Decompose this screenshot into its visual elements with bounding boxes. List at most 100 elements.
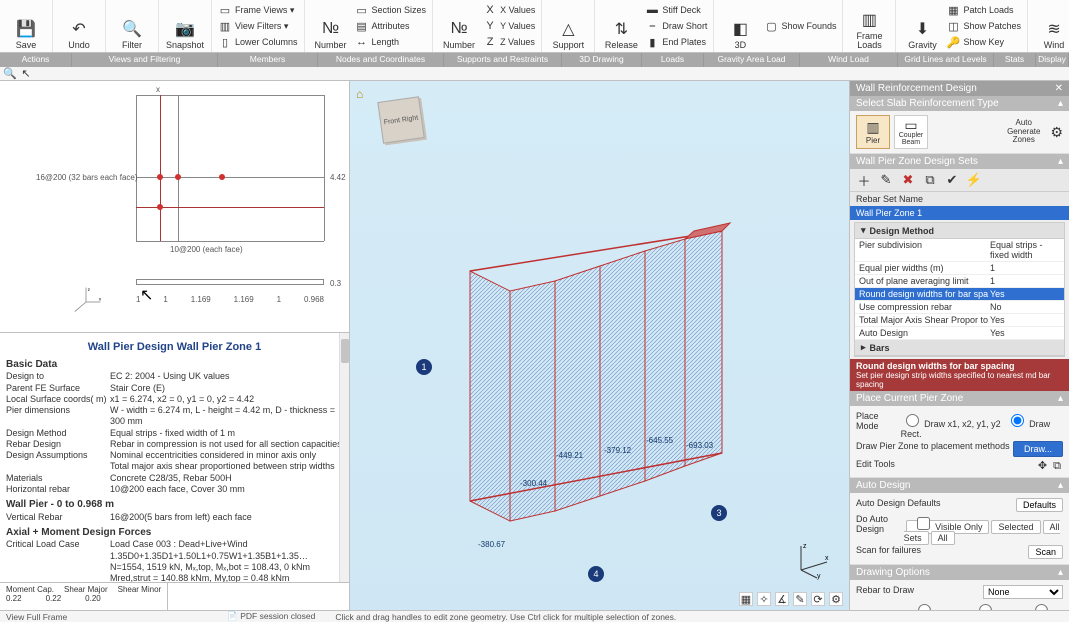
snapshot-button[interactable]: 📷Snapshot	[163, 2, 207, 50]
filter-all[interactable]: All	[1030, 609, 1063, 610]
collapse5-icon[interactable]: ▴	[1058, 567, 1063, 578]
design-prop-row[interactable]: Auto DesignYes	[855, 327, 1064, 340]
ribtab-loads[interactable]: Loads	[642, 53, 704, 67]
release-button[interactable]: ⇅Release	[599, 2, 643, 50]
attributes-button[interactable]: ▤Attributes	[355, 19, 427, 34]
number-button[interactable]: №Number	[309, 2, 353, 50]
dim-bot-label: 10@200 (each face)	[170, 245, 243, 254]
ribtab-gravity-area-load[interactable]: Gravity Area Load	[704, 53, 800, 67]
copy-tool-icon[interactable]: ⧉	[1051, 460, 1063, 472]
edit-tool-icon[interactable]: ✎	[793, 592, 807, 606]
snap-tool-icon[interactable]: ✧	[757, 592, 771, 606]
add-icon[interactable]: ＋	[856, 172, 872, 188]
bolt-icon[interactable]: ⚡	[966, 172, 982, 188]
design-report: Wall Pier Design Wall Pier Zone 1 Basic …	[0, 333, 349, 582]
defaults-button[interactable]: Defaults	[1016, 498, 1063, 512]
x-values-button[interactable]: XX Values	[483, 3, 535, 18]
lower-columns-button[interactable]: ▯Lower Columns	[218, 35, 298, 50]
collapse2-icon[interactable]: ▴	[1058, 156, 1063, 167]
zoom-fit-icon[interactable]: 🔍	[4, 68, 16, 80]
check-icon[interactable]: ✔	[944, 172, 960, 188]
design-prop-row[interactable]: Equal pier widths (m)1	[855, 262, 1064, 275]
report-scrollbar[interactable]	[339, 333, 349, 582]
z-values-button[interactable]: ZZ Values	[483, 35, 535, 50]
show-patches-button[interactable]: ◫Show Patches	[946, 19, 1021, 34]
grid-tool-icon[interactable]: ▦	[739, 592, 753, 606]
autodesign-selected[interactable]: Selected	[991, 520, 1040, 534]
mini-axis-icon: x z	[70, 286, 102, 318]
ribtab-display[interactable]: Display	[1036, 53, 1069, 67]
show-founds-button[interactable]: ▢Show Founds	[764, 19, 836, 34]
round-widths-hint: Round design widths for bar spacing Set …	[850, 359, 1069, 391]
rebar-draw-select[interactable]: None	[983, 585, 1063, 599]
svg-text:z: z	[803, 543, 807, 550]
reset-tool-icon[interactable]: ⟳	[811, 592, 825, 606]
quick-toolbar: 🔍 ↖	[0, 67, 1069, 81]
mode-coupler[interactable]: ▭Coupler Beam	[894, 115, 928, 149]
length-button[interactable]: ↔Length	[355, 35, 427, 50]
report-row: Vertical Rebar16@200(5 bars from left) e…	[6, 512, 343, 523]
draw-short-button[interactable]: ⎯Draw Short	[645, 19, 707, 34]
section-sizes-button[interactable]: ▭Section Sizes	[355, 3, 427, 18]
settings-tool-icon[interactable]: ⚙	[829, 592, 843, 606]
save-button[interactable]: 💾Save	[4, 2, 48, 50]
edit-icon[interactable]: ✎	[878, 172, 894, 188]
filter-button[interactable]: 🔍Filter	[110, 2, 154, 50]
panel-close-icon[interactable]: ✕	[1055, 83, 1063, 94]
ribtab-views-and-filtering[interactable]: Views and Filtering	[72, 53, 218, 67]
mode-pier[interactable]: ▥Pier	[856, 115, 890, 149]
node-3[interactable]: 3	[711, 505, 727, 521]
design-prop-row[interactable]: Round design widths for bar spaYes	[855, 288, 1064, 301]
collapse-icon[interactable]: ▴	[1058, 98, 1063, 109]
autodesign-all[interactable]: All	[931, 531, 955, 545]
stiff-deck-button[interactable]: ▬Stiff Deck	[645, 3, 707, 18]
ribtab-nodes-and-coordinates[interactable]: Nodes and Coordinates	[318, 53, 444, 67]
ribtab-stats[interactable]: Stats	[994, 53, 1036, 67]
auto-gen-zones[interactable]: Auto Generate Zones	[1007, 119, 1040, 145]
ribtab-actions[interactable]: Actions	[0, 53, 72, 67]
collapse4-icon[interactable]: ▴	[1058, 480, 1063, 491]
cursor-icon[interactable]: ↖	[20, 68, 32, 80]
design-prop-row[interactable]: Out of plane averaging limit1	[855, 275, 1064, 288]
ribtab-members[interactable]: Members	[218, 53, 318, 67]
design-prop-row[interactable]: Total Major Axis Shear Propor toYes	[855, 314, 1064, 327]
opt-drawxy[interactable]: Draw x1, x2, y1, y2	[901, 419, 1001, 429]
frame-views-button[interactable]: ▭Frame Views ▾	[218, 3, 298, 18]
ribtab-supports-and-restraints[interactable]: Supports and Restraints	[444, 53, 562, 67]
gravity-button[interactable]: ⬇Gravity	[900, 2, 944, 50]
expand-icon[interactable]: ▾	[861, 225, 866, 236]
collapse3-icon[interactable]: ▴	[1058, 393, 1063, 404]
show-key-button[interactable]: 🔑Show Key	[946, 35, 1021, 50]
support-button[interactable]: △Support	[546, 2, 590, 50]
design-prop-row[interactable]: Pier subdivisionEqual strips - fixed wid…	[855, 239, 1064, 262]
wind-button[interactable]: ≋Wind	[1032, 2, 1069, 50]
draw-button[interactable]: Draw...	[1013, 441, 1063, 457]
viewport-3d[interactable]: ⌂ Front Right 134 -449.21-379.12-645.55-…	[350, 81, 849, 610]
draw-short-icon: ⎯	[645, 19, 659, 33]
node-1[interactable]: 1	[416, 359, 432, 375]
dim-right2: 0.3	[330, 279, 341, 288]
view-filters-button[interactable]: ▥View Filters ▾	[218, 19, 298, 34]
scan-button[interactable]: Scan	[1028, 545, 1063, 559]
number2-button[interactable]: №Number	[437, 2, 481, 50]
end-plates-button[interactable]: ▮End Plates	[645, 35, 707, 50]
expand-bars-icon[interactable]: ▸	[861, 342, 866, 353]
y-values-button[interactable]: YY Values	[483, 19, 535, 34]
rebar-set-selected[interactable]: Wall Pier Zone 1	[850, 206, 1069, 220]
3d-button[interactable]: ◧3D	[718, 2, 762, 50]
design-prop-row[interactable]: Use compression rebarNo	[855, 301, 1064, 314]
panel-gear-icon[interactable]: ⚙	[1050, 124, 1063, 141]
frame-loads-button[interactable]: ▥Frame Loads	[847, 2, 891, 50]
filter-selected[interactable]: Selected	[913, 609, 974, 610]
ribtab--d-drawing[interactable]: 3D Drawing	[562, 53, 642, 67]
measure-tool-icon[interactable]: ∡	[775, 592, 789, 606]
ribtab-wind-load[interactable]: Wind Load	[800, 53, 898, 67]
undo-button[interactable]: ↶Undo	[57, 2, 101, 50]
move-tool-icon[interactable]: ✥	[1036, 459, 1048, 471]
node-4[interactable]: 4	[588, 566, 604, 582]
copy-icon[interactable]: ⧉	[922, 172, 938, 188]
filter-all-sets[interactable]: All Sets	[974, 609, 1030, 610]
delete-icon[interactable]: ✖	[900, 172, 916, 188]
ribtab-grid-lines-and-levels[interactable]: Grid Lines and Levels	[898, 53, 994, 67]
patch-loads-button[interactable]: ▦Patch Loads	[946, 3, 1021, 18]
